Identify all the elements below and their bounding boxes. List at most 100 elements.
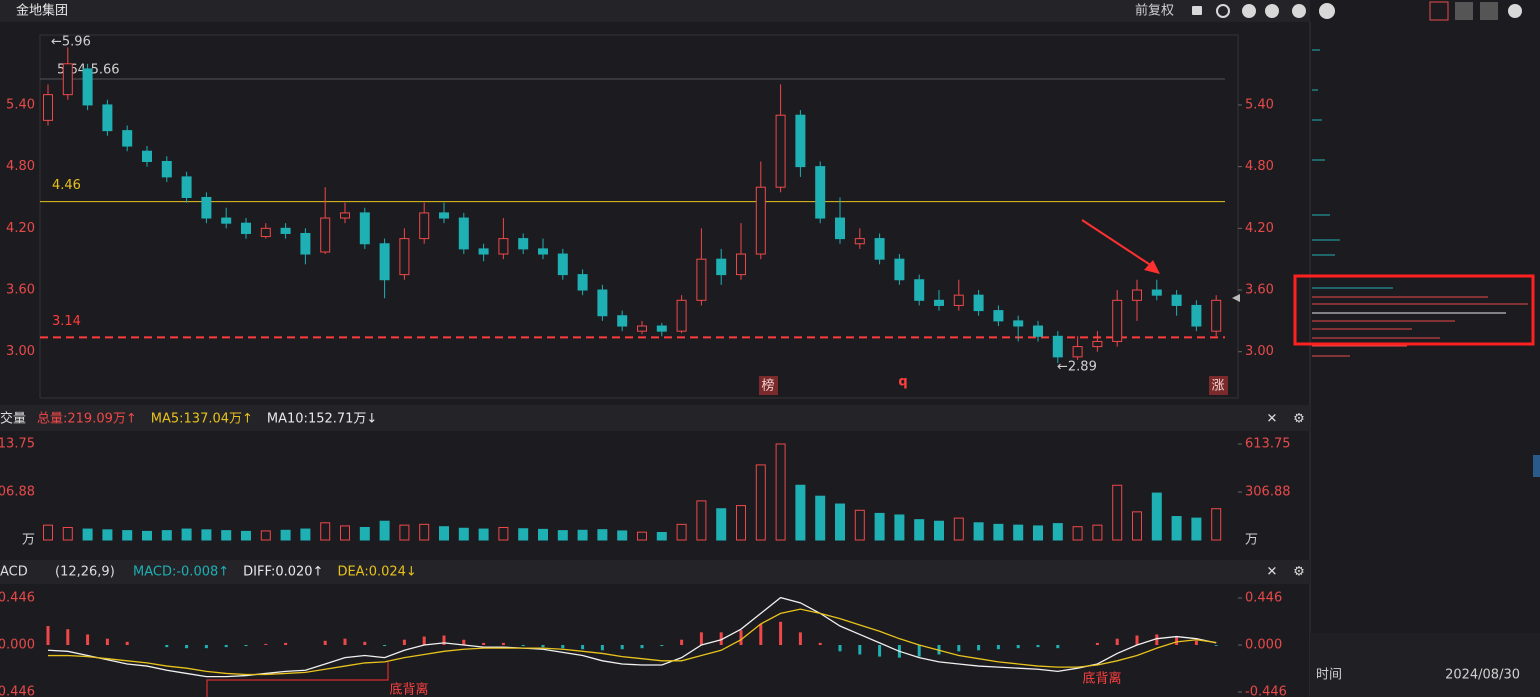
- volume-bar: [181, 528, 192, 541]
- volume-bar: [953, 517, 964, 541]
- legend-entry: MACD:-0.008↑: [133, 565, 229, 580]
- y-tick-label: 4.80: [6, 159, 35, 174]
- volume-bar: [241, 530, 251, 541]
- help-icon[interactable]: [1319, 3, 1335, 19]
- y-tick-label: 3.60: [1245, 283, 1274, 298]
- candle-body: [874, 238, 885, 260]
- time-label: 时间: [1316, 668, 1342, 683]
- tag: 榜: [761, 378, 774, 394]
- undo-icon[interactable]: [1216, 4, 1230, 18]
- candle-body: [122, 130, 133, 147]
- candle-body: [538, 248, 548, 255]
- volume-bar: [1211, 508, 1222, 541]
- volume-bar: [320, 522, 331, 541]
- macd-header: [0, 560, 1310, 584]
- volume-bar: [775, 443, 786, 541]
- candle-body: [1092, 340, 1103, 348]
- settings-icon[interactable]: [1508, 4, 1522, 18]
- volume-bar: [656, 531, 667, 541]
- volume-bar: [1112, 484, 1123, 541]
- candle-body: [656, 325, 667, 332]
- volume-bar: [359, 526, 370, 541]
- unit-label: 万: [1245, 533, 1258, 548]
- view-icon[interactable]: [1455, 2, 1473, 20]
- legend-entry: DEA:0.024↓: [337, 565, 416, 580]
- zoom-in-icon[interactable]: [1242, 4, 1256, 18]
- volume-bar: [973, 522, 984, 541]
- time-value: 2024/08/30: [1445, 668, 1520, 683]
- volume-bar: [854, 509, 865, 541]
- volume-bar: [340, 525, 350, 541]
- view-icon[interactable]: [1480, 2, 1498, 20]
- macd-line: [47, 596, 1217, 678]
- candle-body: [953, 294, 964, 306]
- high-annotation: ←5.96: [51, 35, 91, 50]
- y-tick-label: 4.20: [6, 221, 35, 236]
- candle-body: [102, 104, 113, 132]
- scroll-handle[interactable]: [1533, 455, 1540, 477]
- volume-bar: [1033, 525, 1043, 541]
- divergence-label: 底背离: [389, 682, 428, 697]
- y-tick-label: -0.446: [0, 685, 35, 697]
- view-icon[interactable]: [1429, 1, 1449, 21]
- volume-bar: [43, 524, 53, 541]
- candle-body: [1132, 289, 1142, 301]
- settings-icon[interactable]: ⚙: [1293, 412, 1305, 427]
- volume-bar: [835, 503, 845, 541]
- candle-body: [597, 289, 608, 317]
- zoom-out-icon[interactable]: [1265, 4, 1279, 18]
- y-tick-label: 0.446: [1245, 591, 1282, 606]
- divergence-line: [206, 662, 389, 697]
- settings-icon[interactable]: ⚙: [1293, 565, 1305, 580]
- volume-bar: [62, 526, 73, 541]
- lock-icon[interactable]: [1192, 6, 1202, 15]
- arrow-head: [1144, 260, 1160, 274]
- candle-body: [241, 222, 251, 234]
- volume-bar: [518, 528, 529, 541]
- y-tick-label: 613.75: [0, 437, 35, 452]
- volume-bar: [1132, 511, 1142, 541]
- volume-bar: [538, 528, 548, 541]
- volume-bar: [498, 526, 509, 541]
- panel-title: ACD: [0, 565, 28, 580]
- volume-bar: [577, 529, 588, 541]
- close-icon[interactable]: ✕: [1267, 565, 1278, 580]
- candle-body: [736, 253, 746, 276]
- price-panel: [39, 34, 1239, 399]
- volume-bar: [993, 523, 1004, 541]
- volume-bar: [161, 530, 172, 541]
- volume-bar: [122, 530, 133, 541]
- volume-bar: [439, 526, 449, 541]
- candle-body: [696, 258, 707, 301]
- candle-body: [82, 68, 93, 106]
- candle-body: [518, 238, 529, 250]
- divergence-label: 底背离: [1082, 671, 1121, 687]
- volume-bar: [934, 520, 944, 541]
- candle-body: [676, 299, 687, 332]
- toolbar-icons: [1192, 1, 1522, 21]
- volume-bar: [102, 529, 113, 541]
- candle-body: [359, 212, 370, 245]
- volume-bar: [1013, 524, 1024, 541]
- volume-bar: [1171, 516, 1182, 541]
- adjust-button[interactable]: 前复权: [1135, 3, 1174, 19]
- y-tick-label: 0.000: [1245, 638, 1282, 653]
- tag: q: [898, 375, 907, 390]
- legend-entry: MA5:137.04万↑: [151, 412, 253, 427]
- candle-body: [1151, 289, 1162, 296]
- volume-header: [0, 405, 1310, 431]
- candle-body: [1211, 299, 1222, 332]
- volume-bar: [637, 531, 647, 541]
- unit-label: 万: [22, 533, 35, 548]
- volume-bar: [815, 495, 826, 541]
- volume-bar: [300, 528, 311, 541]
- settings-icon[interactable]: [1292, 4, 1306, 18]
- tag: 涨: [1211, 379, 1224, 394]
- macd-params: (12,26,9): [55, 565, 115, 580]
- highlight-box: [1293, 274, 1535, 346]
- y-tick-label: 3.60: [6, 283, 35, 298]
- close-icon[interactable]: ✕: [1267, 412, 1278, 427]
- candle-body: [835, 217, 845, 240]
- y-tick-label: 0.000: [0, 638, 35, 653]
